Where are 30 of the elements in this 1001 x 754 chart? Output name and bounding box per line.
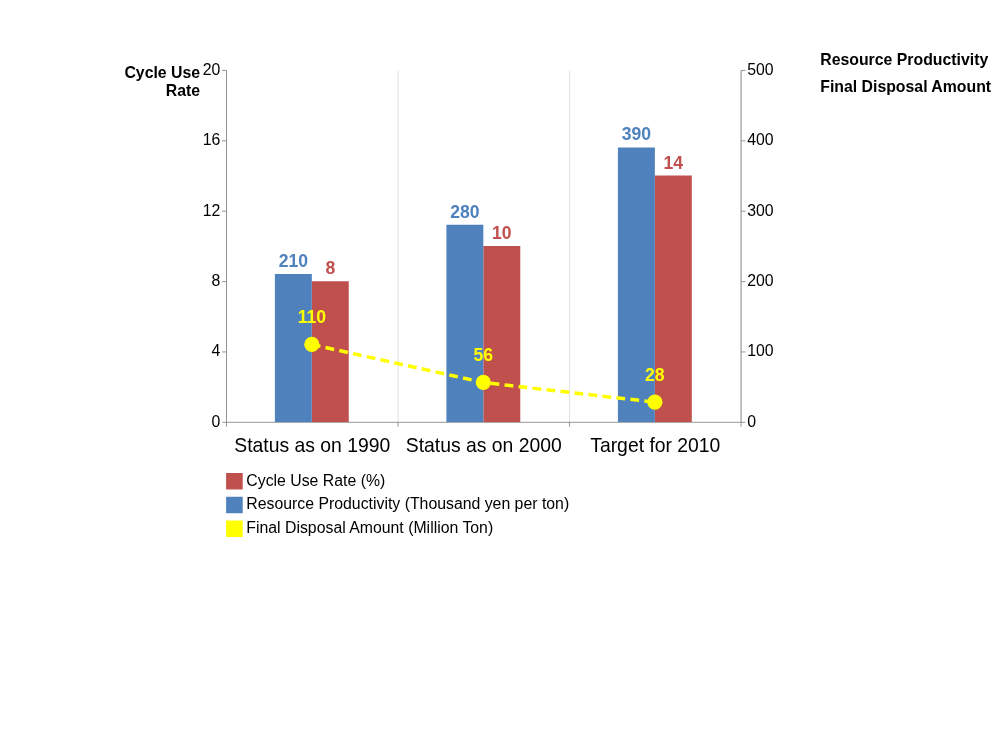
x-tick-label: Target for 2010 xyxy=(590,434,721,457)
data-label: 14 xyxy=(663,152,684,173)
y-tick-label: 20 xyxy=(202,60,221,78)
y2-tick-label: 300 xyxy=(747,201,774,219)
legend-label: Cycle Use Rate (%) xyxy=(246,471,386,489)
x-tick-label: Status as on 2000 xyxy=(405,434,562,457)
y-tick-label: 0 xyxy=(211,412,221,430)
data-label: 10 xyxy=(492,222,512,243)
data-label: 8 xyxy=(325,258,336,279)
data-label: 210 xyxy=(278,251,309,272)
text: Final Disposal Amount xyxy=(820,77,992,95)
y2-tick-label: 200 xyxy=(747,271,774,289)
data-label: 390 xyxy=(621,124,652,145)
y-tick-label: 8 xyxy=(211,271,221,289)
point xyxy=(304,336,320,353)
y2-axis-title: Resource Productivity xyxy=(820,51,989,69)
x-tick-label: Status as on 1990 xyxy=(234,434,391,457)
data-label: 280 xyxy=(450,201,480,222)
y2-tick-label: 500 xyxy=(747,60,774,78)
point xyxy=(647,394,663,410)
y-tick-label: 16 xyxy=(202,131,221,149)
legend-label: Final Disposal Amount (Million Ton) xyxy=(246,519,494,537)
y2-tick-label: 400 xyxy=(747,131,774,149)
y2-tick-label: 100 xyxy=(747,342,774,360)
y-tick-label: 4 xyxy=(211,342,221,360)
y-tick-label: 12 xyxy=(202,201,221,219)
legend-label: Resource Productivity (Thousand yen per ton) xyxy=(246,495,570,513)
point xyxy=(475,374,491,391)
y2-tick-label: 0 xyxy=(747,412,757,430)
y-axis-title: Cycle Use Rate xyxy=(124,64,201,99)
